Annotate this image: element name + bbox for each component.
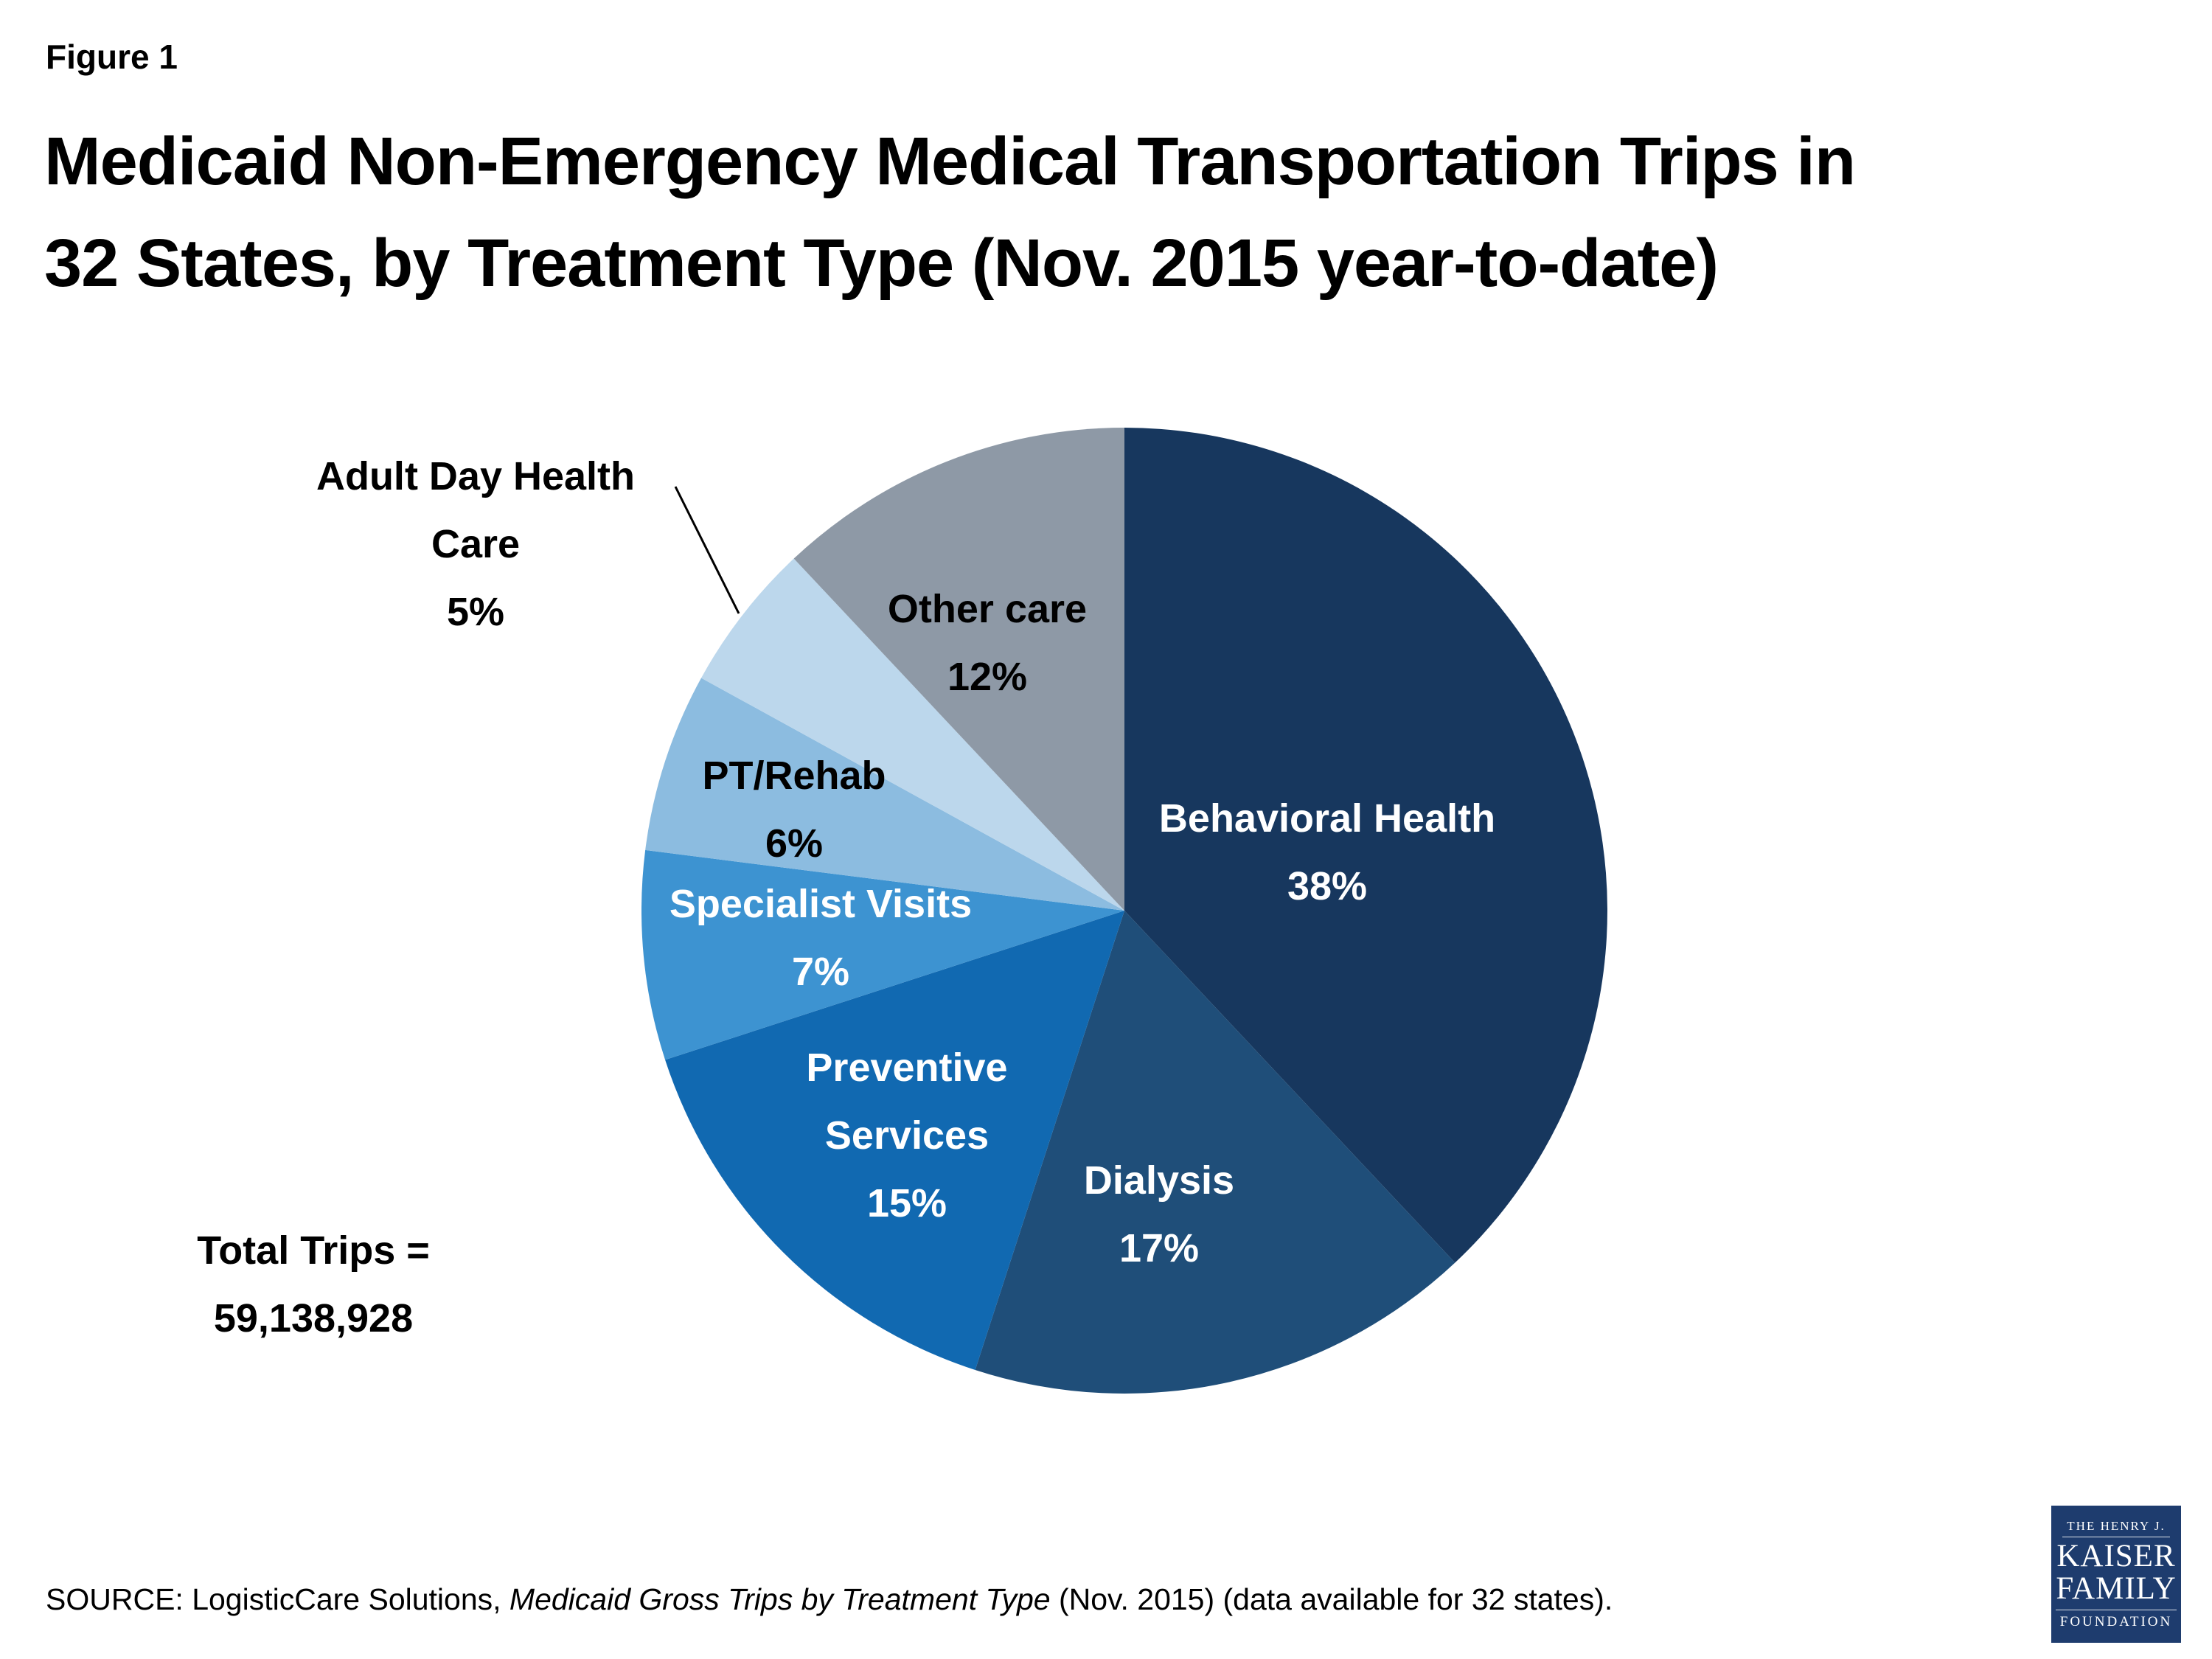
slice-pct: 7%: [791, 950, 850, 994]
source-title-italic: Medicaid Gross Trips by Treatment Type: [509, 1582, 1051, 1616]
slice-pct: 38%: [1287, 864, 1368, 908]
pie-slice-other-care: [793, 428, 1124, 911]
slice-name: Care: [431, 522, 521, 566]
slice-name: Services: [824, 1113, 990, 1158]
slice-name: Specialist Visits: [669, 882, 973, 926]
slice-name: Other care: [887, 587, 1088, 631]
source-note: SOURCE: LogisticCare Solutions, Medicaid…: [46, 1582, 1613, 1617]
leader-line-adult-day-health-care: [674, 486, 740, 614]
slice-pct: 17%: [1119, 1226, 1200, 1270]
slice-pct: 15%: [866, 1181, 947, 1225]
label-adult-day-health-care: Adult Day Health Care 5%: [316, 442, 635, 646]
logo-text-henry-j: THE HENRY J.: [2062, 1519, 2170, 1537]
chart-title-line1: Medicaid Non-Emergency Medical Transport…: [44, 124, 1856, 199]
label-behavioral-health: Behavioral Health 38%: [1159, 785, 1495, 920]
label-specialist-visits: Specialist Visits 7%: [669, 870, 972, 1006]
label-pt-rehab: PT/Rehab 6%: [702, 742, 886, 877]
total-trips-line2: 59,138,928: [213, 1296, 414, 1340]
label-preventive-services: Preventive Services 15%: [806, 1034, 1007, 1237]
slice-pct: 6%: [765, 821, 824, 866]
total-trips-label: Total Trips = 59,138,928: [197, 1217, 430, 1352]
slice-name: PT/Rehab: [702, 754, 886, 798]
slice-pct: 12%: [947, 655, 1028, 699]
source-prefix: SOURCE: LogisticCare Solutions,: [46, 1582, 509, 1616]
chart-title: Medicaid Non-Emergency Medical Transport…: [44, 111, 1856, 314]
logo-text-kaiser: KAISER: [2056, 1538, 2176, 1573]
slice-name: Adult Day Health: [316, 454, 636, 498]
kff-foundation-logo: THE HENRY J. KAISER FAMILY FOUNDATION: [2051, 1506, 2181, 1643]
slice-pct: 5%: [446, 590, 505, 634]
pie-slice-behavioral-health: [1124, 428, 1607, 1263]
slice-name: Preventive: [806, 1046, 1008, 1090]
pie-chart: [641, 428, 1607, 1394]
pie-slice-preventive-services: [665, 911, 1124, 1370]
pie-slice-specialist-visits: [641, 849, 1124, 1060]
slice-name: Dialysis: [1083, 1158, 1235, 1203]
total-trips-line1: Total Trips =: [197, 1228, 430, 1273]
pie-slice-dialysis: [975, 911, 1455, 1394]
pie-slice-adult-day-health-care: [701, 558, 1124, 911]
logo-text-family: FAMILY: [2056, 1571, 2177, 1606]
pie-slices: [641, 428, 1607, 1394]
label-dialysis: Dialysis 17%: [1084, 1147, 1234, 1282]
pie-slice-pt-rehab: [645, 678, 1124, 911]
source-suffix: (Nov. 2015) (data available for 32 state…: [1050, 1582, 1613, 1616]
label-other-care: Other care 12%: [888, 575, 1087, 711]
figure-number: Figure 1: [46, 38, 178, 76]
logo-text-foundation: FOUNDATION: [2055, 1609, 2177, 1630]
chart-title-line2: 32 States, by Treatment Type (Nov. 2015 …: [44, 226, 1719, 301]
slice-name: Behavioral Health: [1158, 796, 1496, 841]
